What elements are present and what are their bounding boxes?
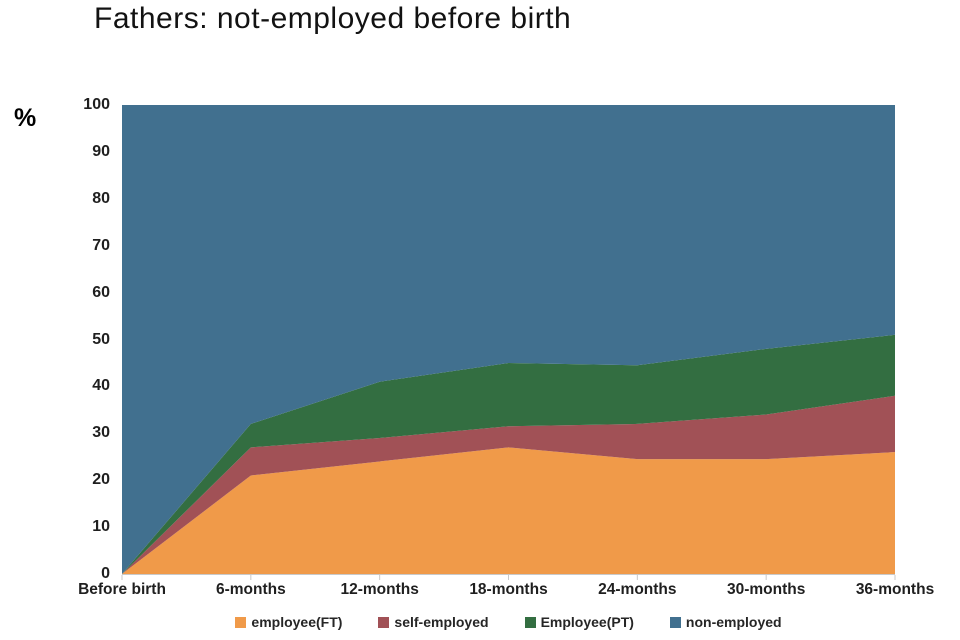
x-axis-tick-label: 30-months: [726, 581, 806, 598]
x-axis-tick-label: 6-months: [215, 581, 286, 598]
area-series-employee-ft-: [122, 447, 895, 574]
x-axis-tick-label: 18-months: [469, 581, 548, 598]
y-axis-tick-label: 100: [83, 96, 110, 113]
legend-swatch-icon: [524, 616, 536, 628]
legend-item: employee(FT): [235, 614, 342, 630]
y-axis-tick-label: 10: [92, 518, 110, 536]
y-axis-tick-label: 50: [92, 330, 110, 348]
legend-swatch-icon: [378, 616, 390, 628]
x-axis-tick-label: 12-months: [340, 581, 419, 598]
y-axis-unit-label: %: [14, 104, 37, 132]
area-series-employee-pt-: [122, 334, 895, 574]
legend-item: self-employed: [378, 614, 489, 630]
x-axis-tick-label: 24-months: [598, 581, 677, 598]
y-axis-tick-label: 70: [92, 236, 110, 254]
y-axis-tick-label: 90: [92, 142, 110, 160]
x-axis-tick-label: Before birth: [78, 581, 166, 598]
chart-legend: employee(FT) self-employed Employee(PT) non…: [122, 614, 895, 630]
y-axis-tick-label: 0: [101, 565, 110, 582]
area-series-self-employed: [122, 395, 895, 574]
legend-swatch-icon: [235, 616, 247, 628]
legend-swatch-icon: [669, 616, 681, 628]
y-axis-tick-label: 30: [92, 424, 110, 442]
chart-title: Fathers: not-employed before birth: [94, 2, 572, 35]
legend-label: non-employed: [685, 614, 782, 630]
legend-item: non-employed: [669, 614, 782, 630]
legend-label: Employee(PT): [540, 614, 634, 630]
legend-label: employee(FT): [251, 614, 343, 630]
area-series-non-employed: [122, 105, 895, 574]
y-axis-tick-label: 40: [92, 377, 110, 395]
y-axis-tick-label: 60: [92, 283, 110, 301]
y-axis-tick-label: 20: [92, 471, 110, 489]
legend-label: self-employed: [394, 614, 489, 630]
y-axis-tick-label: 80: [92, 189, 110, 207]
legend-item: Employee(PT): [524, 614, 634, 630]
x-axis-tick-label: 36-months: [855, 581, 935, 598]
